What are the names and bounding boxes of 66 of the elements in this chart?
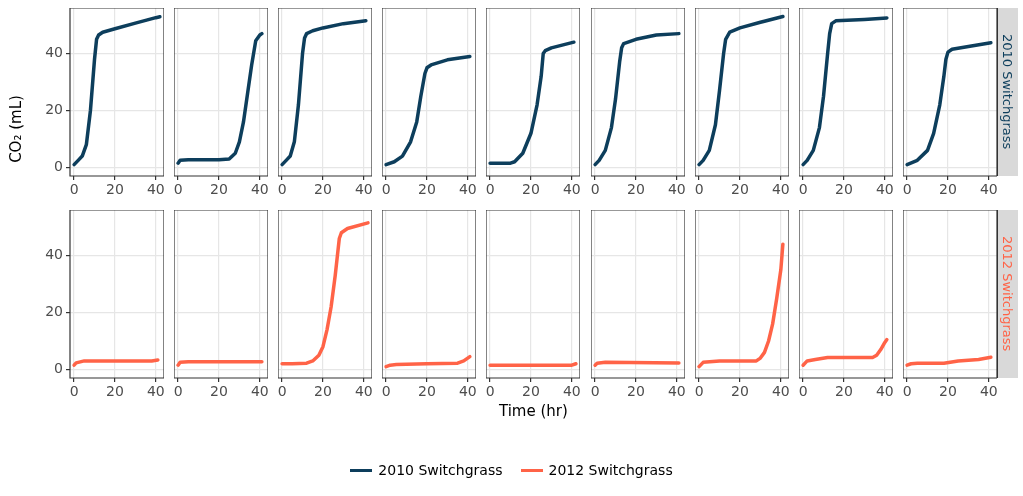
x-tick-label: 20 — [938, 181, 957, 198]
x-tick-label: 40 — [771, 383, 790, 400]
x-tick-label: 20 — [730, 181, 749, 198]
x-tick-label: 20 — [522, 181, 541, 198]
legend-label: 2012 Switchgrass — [548, 462, 673, 478]
x-tick-label: 40 — [251, 383, 269, 400]
x-tick-label: 40 — [563, 383, 582, 400]
x-tick-label: 40 — [146, 181, 165, 198]
x-tick-label: 0 — [277, 181, 287, 198]
x-tick-label: 40 — [563, 181, 582, 198]
y-tick-label: 20 — [45, 303, 63, 320]
x-tick-label: 0 — [69, 383, 79, 400]
text: 2010 Switchgrass — [1000, 34, 1016, 150]
x-tick-label: 0 — [173, 181, 183, 198]
x-tick-label: 0 — [902, 181, 912, 198]
text: 2012 Switchgrass — [1000, 236, 1016, 352]
x-tick-label: 20 — [210, 383, 228, 400]
x-tick-label: 40 — [875, 181, 894, 198]
x-tick-label: 40 — [251, 181, 269, 198]
x-tick-label: 0 — [486, 383, 495, 400]
x-tick-label: 20 — [418, 181, 437, 198]
x-tick-label: 20 — [418, 383, 437, 400]
x-tick-label: 0 — [694, 383, 704, 400]
x-tick-label: 20 — [938, 383, 957, 400]
x-tick-label: 40 — [667, 181, 686, 198]
x-tick-label: 20 — [834, 383, 853, 400]
x-tick-label: 0 — [381, 383, 391, 400]
x-tick-label: 40 — [146, 383, 165, 400]
x-tick-label: 20 — [106, 383, 124, 400]
x-tick-label: 20 — [730, 383, 749, 400]
y-tick-label: 0 — [54, 360, 63, 377]
y-tick-label: 40 — [45, 246, 63, 263]
x-tick-label: 0 — [173, 383, 183, 400]
x-tick-label: 0 — [277, 383, 287, 400]
x-tick-label: 20 — [626, 383, 645, 400]
x-tick-label: 40 — [667, 383, 686, 400]
x-tick-label: 0 — [902, 383, 912, 400]
x-tick-label: 40 — [459, 181, 478, 198]
x-tick-label: 0 — [694, 181, 704, 198]
x-tick-label: 20 — [314, 181, 333, 198]
x-tick-label: 20 — [834, 181, 853, 198]
x-axis-title: Time (hr) — [498, 402, 568, 420]
y-tick-label: 20 — [45, 101, 63, 118]
x-tick-label: 20 — [106, 181, 124, 198]
x-tick-label: 20 — [626, 181, 645, 198]
x-tick-label: 40 — [979, 383, 998, 400]
x-tick-label: 0 — [590, 181, 600, 198]
legend-label: 2010 Switchgrass — [378, 462, 503, 478]
x-tick-label: 40 — [459, 383, 478, 400]
x-tick-label: 40 — [979, 181, 998, 198]
x-tick-label: 20 — [522, 383, 541, 400]
y-tick-label: 0 — [54, 158, 63, 175]
x-tick-label: 40 — [875, 383, 894, 400]
x-tick-label: 0 — [69, 181, 79, 198]
x-tick-label: 20 — [314, 383, 333, 400]
y-axis-title: CO₂ (mL) — [6, 95, 25, 163]
x-tick-label: 0 — [590, 383, 600, 400]
x-tick-label: 40 — [355, 383, 373, 400]
x-tick-label: 0 — [381, 181, 391, 198]
x-tick-label: 0 — [798, 383, 808, 400]
x-tick-label: 40 — [355, 181, 373, 198]
x-tick-label: 0 — [486, 181, 495, 198]
x-tick-label: 0 — [798, 181, 808, 198]
x-tick-label: 40 — [771, 181, 790, 198]
y-tick-label: 40 — [45, 44, 63, 61]
x-tick-label: 20 — [210, 181, 228, 198]
